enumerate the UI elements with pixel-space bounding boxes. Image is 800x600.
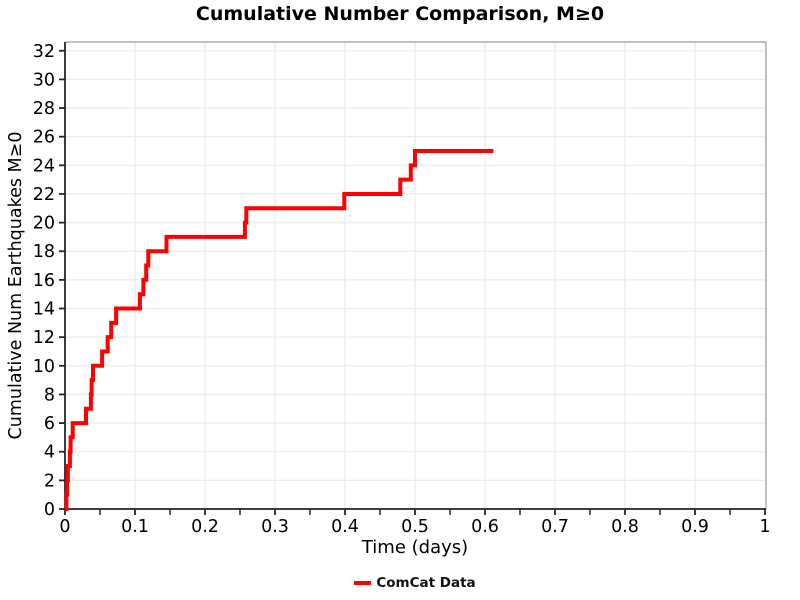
series-line-comcat <box>64 149 494 511</box>
y-tick-label: 24 <box>33 156 55 176</box>
y-tick-label: 28 <box>33 99 55 119</box>
y-tick-label: 4 <box>44 443 55 463</box>
y-axis-label: Cumulative Num Earthquakes M≥0 <box>6 131 26 440</box>
y-tick-label: 20 <box>33 214 55 234</box>
x-tick-label: 1 <box>759 517 770 537</box>
y-tick-label: 6 <box>44 414 55 434</box>
y-tick-label: 30 <box>33 70 55 90</box>
y-tick-label: 0 <box>44 500 55 520</box>
x-tick-label: 0.9 <box>681 517 709 537</box>
chart-title: Cumulative Number Comparison, M≥0 <box>195 3 605 25</box>
y-tick-label: 12 <box>33 328 55 348</box>
y-tick-label: 18 <box>33 242 55 262</box>
x-tick-label: 0.8 <box>611 517 639 537</box>
legend-series-label: ComCat Data <box>376 575 476 591</box>
y-tick-label: 14 <box>33 300 55 320</box>
x-tick-label: 0.1 <box>121 517 149 537</box>
legend-line-marker <box>354 581 372 585</box>
y-tick-label: 8 <box>44 385 55 405</box>
x-tick-label: 0.5 <box>401 517 429 537</box>
plot-border <box>65 41 767 509</box>
x-tick-label: 0.2 <box>191 517 219 537</box>
x-tick-label: 0.3 <box>261 517 289 537</box>
x-tick-label: 0 <box>59 517 70 537</box>
y-tick-label: 32 <box>33 42 55 62</box>
y-tick-label: 2 <box>44 471 55 491</box>
y-tick-label: 22 <box>33 185 55 205</box>
x-tick-label: 0.7 <box>541 517 569 537</box>
x-tick-label: 0.4 <box>331 517 359 537</box>
y-tick-label: 16 <box>33 271 55 291</box>
y-tick-label: 26 <box>33 128 55 148</box>
legend: ComCat Data <box>65 575 765 591</box>
y-tick-label: 10 <box>33 357 55 377</box>
x-tick-label: 0.6 <box>471 517 499 537</box>
x-axis-label: Time (days) <box>361 537 469 558</box>
